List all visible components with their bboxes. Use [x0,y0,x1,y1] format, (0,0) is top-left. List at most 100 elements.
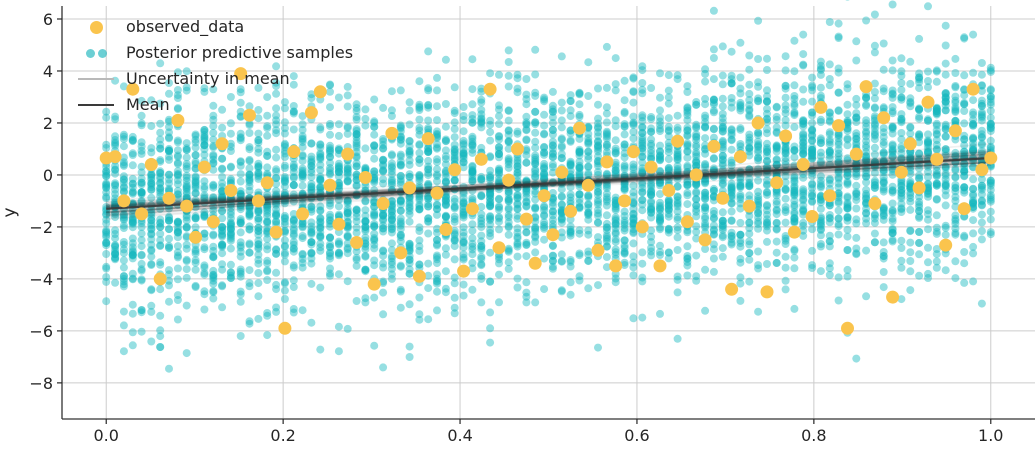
pp-sample-point [111,185,120,194]
pp-sample-point [754,247,763,256]
pp-sample-point [718,156,727,165]
pp-sample-point [718,161,727,170]
pp-sample-point [468,55,477,64]
pp-sample-point [343,176,352,185]
pp-sample-point [289,263,298,272]
pp-sample-point [790,215,799,224]
pp-sample-point [182,164,191,173]
pp-sample-point [620,140,629,149]
pp-sample-point [540,223,549,231]
pp-sample-point [396,233,405,242]
pp-sample-point [557,208,566,217]
pp-sample-point [182,187,191,196]
pp-sample-point [486,213,495,221]
pp-sample-point [772,189,781,198]
pp-sample-point [147,205,156,214]
pp-sample-point [326,141,334,150]
x-tick-label: 0.8 [801,426,826,445]
pp-sample-point [245,248,254,257]
pp-sample-point [745,151,754,160]
pp-sample-point [254,136,263,145]
pp-sample-point [128,219,137,228]
pp-sample-point [531,173,540,182]
pp-sample-point [504,204,513,213]
pp-sample-point [343,177,352,186]
pp-sample-point [745,178,754,187]
pp-sample-point [226,230,235,239]
pp-sample-point [343,204,352,213]
observed-point [573,121,586,135]
pp-sample-point [209,230,218,239]
pp-sample-point [137,275,146,284]
pp-sample-point [173,253,182,262]
pp-sample-point [424,144,433,153]
pp-sample-point [611,215,620,224]
pp-sample-point [808,136,817,145]
pp-sample-point [897,71,906,80]
pp-sample-point [191,245,200,254]
pp-sample-point [316,246,325,255]
pp-sample-point [683,254,692,263]
pp-sample-point [182,211,191,220]
pp-sample-point [557,135,566,144]
pp-sample-point [405,206,414,215]
observed-point [886,290,900,304]
pp-sample-point [602,148,611,157]
pp-sample-point [495,149,503,158]
pp-sample-point [709,186,718,195]
pp-sample-point [834,230,843,239]
pp-sample-point [486,191,495,200]
pp-sample-point [245,266,254,275]
pp-sample-point [245,317,254,326]
pp-sample-point [218,193,227,202]
pp-sample-point [352,172,361,181]
pp-sample-point [897,263,906,272]
pp-sample-point [504,163,513,172]
pp-sample-point [977,130,986,139]
pp-sample-point [664,226,673,235]
pp-sample-point [415,195,424,204]
pp-sample-point [584,230,593,239]
pp-sample-point [709,75,718,84]
pp-sample-point [772,210,781,219]
pp-sample-point [915,130,924,139]
pp-sample-point [557,207,566,216]
pp-sample-point [611,148,620,157]
pp-sample-point [165,204,173,213]
pp-sample-point [379,310,388,319]
pp-sample-point [361,252,370,261]
pp-sample-point [307,186,316,195]
pp-sample-point [513,84,522,93]
pp-sample-point [415,100,424,109]
pp-sample-point [629,134,638,143]
pp-sample-point [441,250,450,259]
pp-sample-point [379,288,388,297]
pp-sample-point [808,86,817,95]
pp-sample-point [307,165,316,174]
pp-sample-point [245,170,254,179]
pp-sample-point [173,233,182,242]
pp-sample-point [736,204,745,213]
pp-sample-point [656,147,664,156]
pp-sample-point [611,245,620,254]
pp-sample-point [450,309,459,318]
pp-sample-point [396,150,405,159]
pp-sample-point [156,223,165,231]
pp-sample-point [629,118,638,127]
pp-sample-point [379,209,388,218]
pp-sample-point [334,172,343,181]
y-axis-label: y [0,207,20,217]
pp-sample-point [441,166,450,175]
pp-sample-point [906,191,915,199]
pp-sample-point [763,139,771,148]
pp-sample-point [594,162,602,171]
pp-sample-point [575,229,584,238]
pp-sample-point [424,192,433,201]
pp-sample-point [182,153,191,162]
pp-sample-point [334,270,343,279]
pp-sample-point [986,195,995,204]
pp-sample-point [477,219,486,228]
pp-sample-point [343,208,352,217]
pp-sample-point [343,218,352,227]
pp-sample-point [647,128,656,137]
